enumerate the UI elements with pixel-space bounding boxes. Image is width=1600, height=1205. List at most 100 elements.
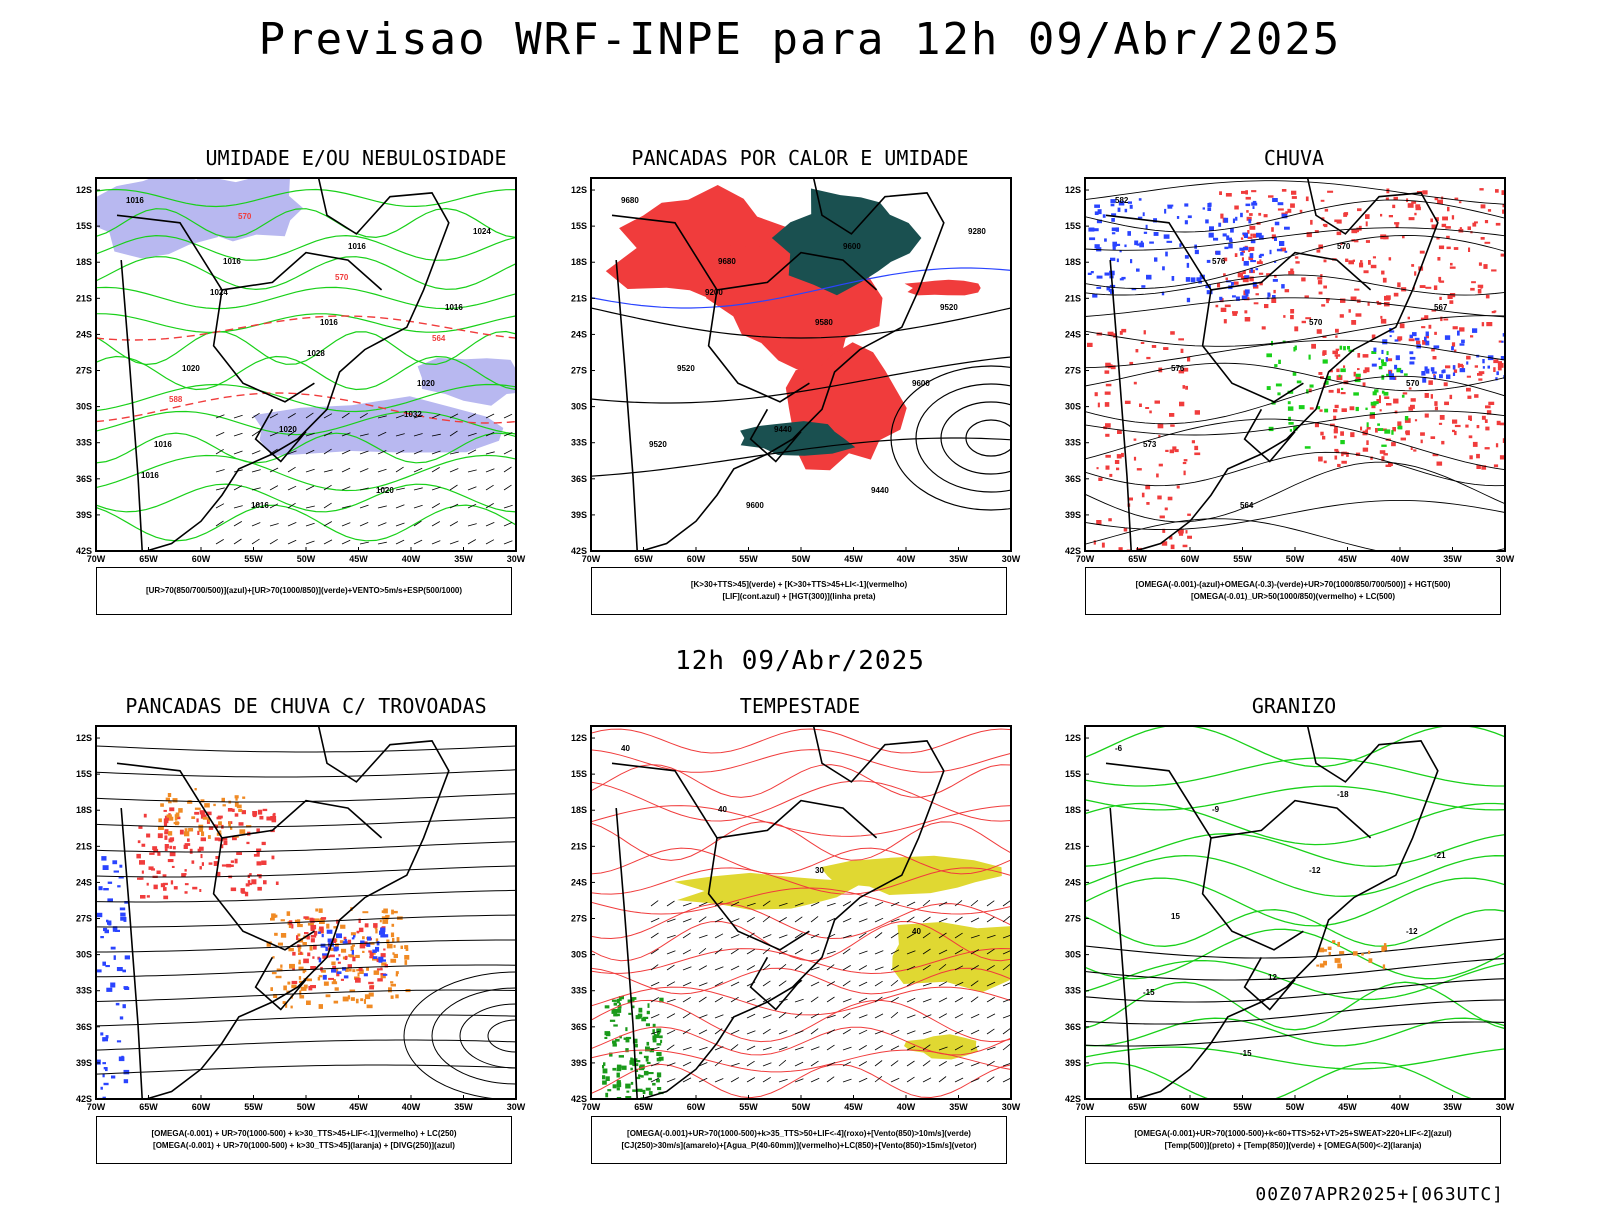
wind-vector xyxy=(986,934,996,939)
rain-area-red xyxy=(1215,304,1219,308)
thunderstorm-area-orange xyxy=(275,975,282,979)
divergence-area-blue xyxy=(375,946,380,952)
wind-vector xyxy=(922,932,931,939)
rain-area-red xyxy=(1105,383,1112,387)
thunderstorm-area-red xyxy=(164,835,168,840)
rain-area-blue xyxy=(1206,290,1213,295)
divergence-area-blue xyxy=(372,956,378,959)
rain-area-blue xyxy=(1145,224,1148,230)
coastline xyxy=(641,726,945,1099)
streamline xyxy=(1085,339,1505,369)
divergence-area-blue xyxy=(119,864,123,868)
contour-label: 1020 xyxy=(417,379,435,388)
thunderstorm-area-orange xyxy=(234,802,239,807)
height-contour xyxy=(591,307,1011,339)
rain-area-red xyxy=(1357,353,1361,358)
rain-area-red xyxy=(1348,260,1354,265)
rain-area-red xyxy=(1441,440,1445,445)
streamline xyxy=(1085,418,1505,471)
wind-vector xyxy=(251,538,260,545)
lon-tick-label: 30W xyxy=(1002,554,1021,564)
lon-tick-label: 70W xyxy=(582,554,601,564)
rain-area-red xyxy=(1481,322,1485,327)
thunderstorm-area-orange xyxy=(219,830,222,833)
rain-area-red xyxy=(1420,439,1423,444)
wind-vector xyxy=(359,450,369,455)
wind-vector xyxy=(954,997,963,1003)
rain-area-green xyxy=(1343,346,1346,351)
rain-area-red xyxy=(1335,335,1338,338)
rain-area-red xyxy=(1414,419,1418,422)
wind-vector xyxy=(251,412,260,419)
wind-vector xyxy=(954,965,964,971)
rain-area-red xyxy=(1468,247,1471,252)
rain-area-red xyxy=(1167,496,1173,501)
thunderstorm-area-red xyxy=(261,860,267,865)
wind-vector xyxy=(341,449,351,455)
rain-area-red xyxy=(1266,273,1271,276)
rain-area-blue xyxy=(1495,377,1498,381)
thunderstorm-area-red xyxy=(245,883,250,887)
andes-border xyxy=(1109,808,1132,1099)
rain-area-red xyxy=(1430,394,1433,399)
wind-vector xyxy=(954,1077,964,1083)
wind-vector xyxy=(762,980,771,987)
divergence-area-blue xyxy=(353,935,356,938)
lat-tick-label: 24S xyxy=(76,329,92,339)
rain-area-red xyxy=(1384,396,1390,399)
wind-area-green xyxy=(612,1084,617,1089)
wind-area-green xyxy=(605,1076,610,1081)
wind-vector xyxy=(858,932,867,939)
rain-area-red xyxy=(1439,296,1442,300)
rain-area-green xyxy=(1347,346,1350,350)
wind-vector xyxy=(714,901,723,907)
wind-area-green xyxy=(616,1082,622,1088)
divergence-area-blue xyxy=(105,1035,109,1039)
wind-vector xyxy=(341,432,351,437)
state-border xyxy=(716,799,878,839)
lon-tick-label: 70W xyxy=(87,1102,106,1112)
rain-area-blue xyxy=(1487,365,1490,369)
contour-label: 1016 xyxy=(126,196,144,205)
wind-vector xyxy=(970,949,979,955)
thunderstorm-area-orange xyxy=(393,944,396,948)
thunderstorm-area-orange xyxy=(291,984,297,989)
rain-area-red xyxy=(1467,226,1471,230)
rain-area-red xyxy=(1410,398,1416,402)
thunderstorm-area-red xyxy=(310,938,315,943)
wind-area-green xyxy=(617,1013,620,1017)
divergence-area-blue xyxy=(102,1062,106,1065)
thunderstorm-area-red xyxy=(252,814,257,818)
rain-area-red xyxy=(1220,213,1224,219)
lon-tick-label: 45W xyxy=(1338,554,1357,564)
thunderstorm-area-orange xyxy=(390,981,394,984)
lat-tick-label: 27S xyxy=(76,366,92,376)
rain-area-red xyxy=(1447,206,1450,212)
thunderstorm-area-red xyxy=(162,882,168,886)
rain-area-green xyxy=(1377,423,1380,426)
rain-area-red xyxy=(1187,513,1191,516)
divergence-area-blue xyxy=(366,942,371,947)
rain-area-red xyxy=(1386,295,1391,300)
rain-area-red xyxy=(1352,259,1355,262)
wind-vector xyxy=(714,948,723,955)
wind-area-green xyxy=(648,1091,653,1095)
contour-label: 1016 xyxy=(141,471,159,480)
rain-area-blue xyxy=(1279,241,1285,246)
rain-area-red xyxy=(1414,212,1417,216)
wind-vector xyxy=(890,979,899,987)
wind-vector xyxy=(922,1077,932,1083)
wind-vector xyxy=(874,901,884,907)
thunderstorm-area-red xyxy=(216,816,222,820)
rain-area-blue xyxy=(1409,361,1415,365)
humidity-contour-green xyxy=(96,432,516,464)
rain-area-red xyxy=(1451,342,1456,347)
rain-area-blue xyxy=(1245,292,1249,297)
rain-area-red xyxy=(1318,456,1323,462)
rain-area-red xyxy=(1371,334,1376,339)
omega-area-orange xyxy=(1368,958,1373,963)
contour-label: 9600 xyxy=(912,379,930,388)
wind-area-green xyxy=(602,1080,607,1085)
rain-area-red xyxy=(1104,370,1110,374)
rain-area-red xyxy=(1383,453,1388,456)
